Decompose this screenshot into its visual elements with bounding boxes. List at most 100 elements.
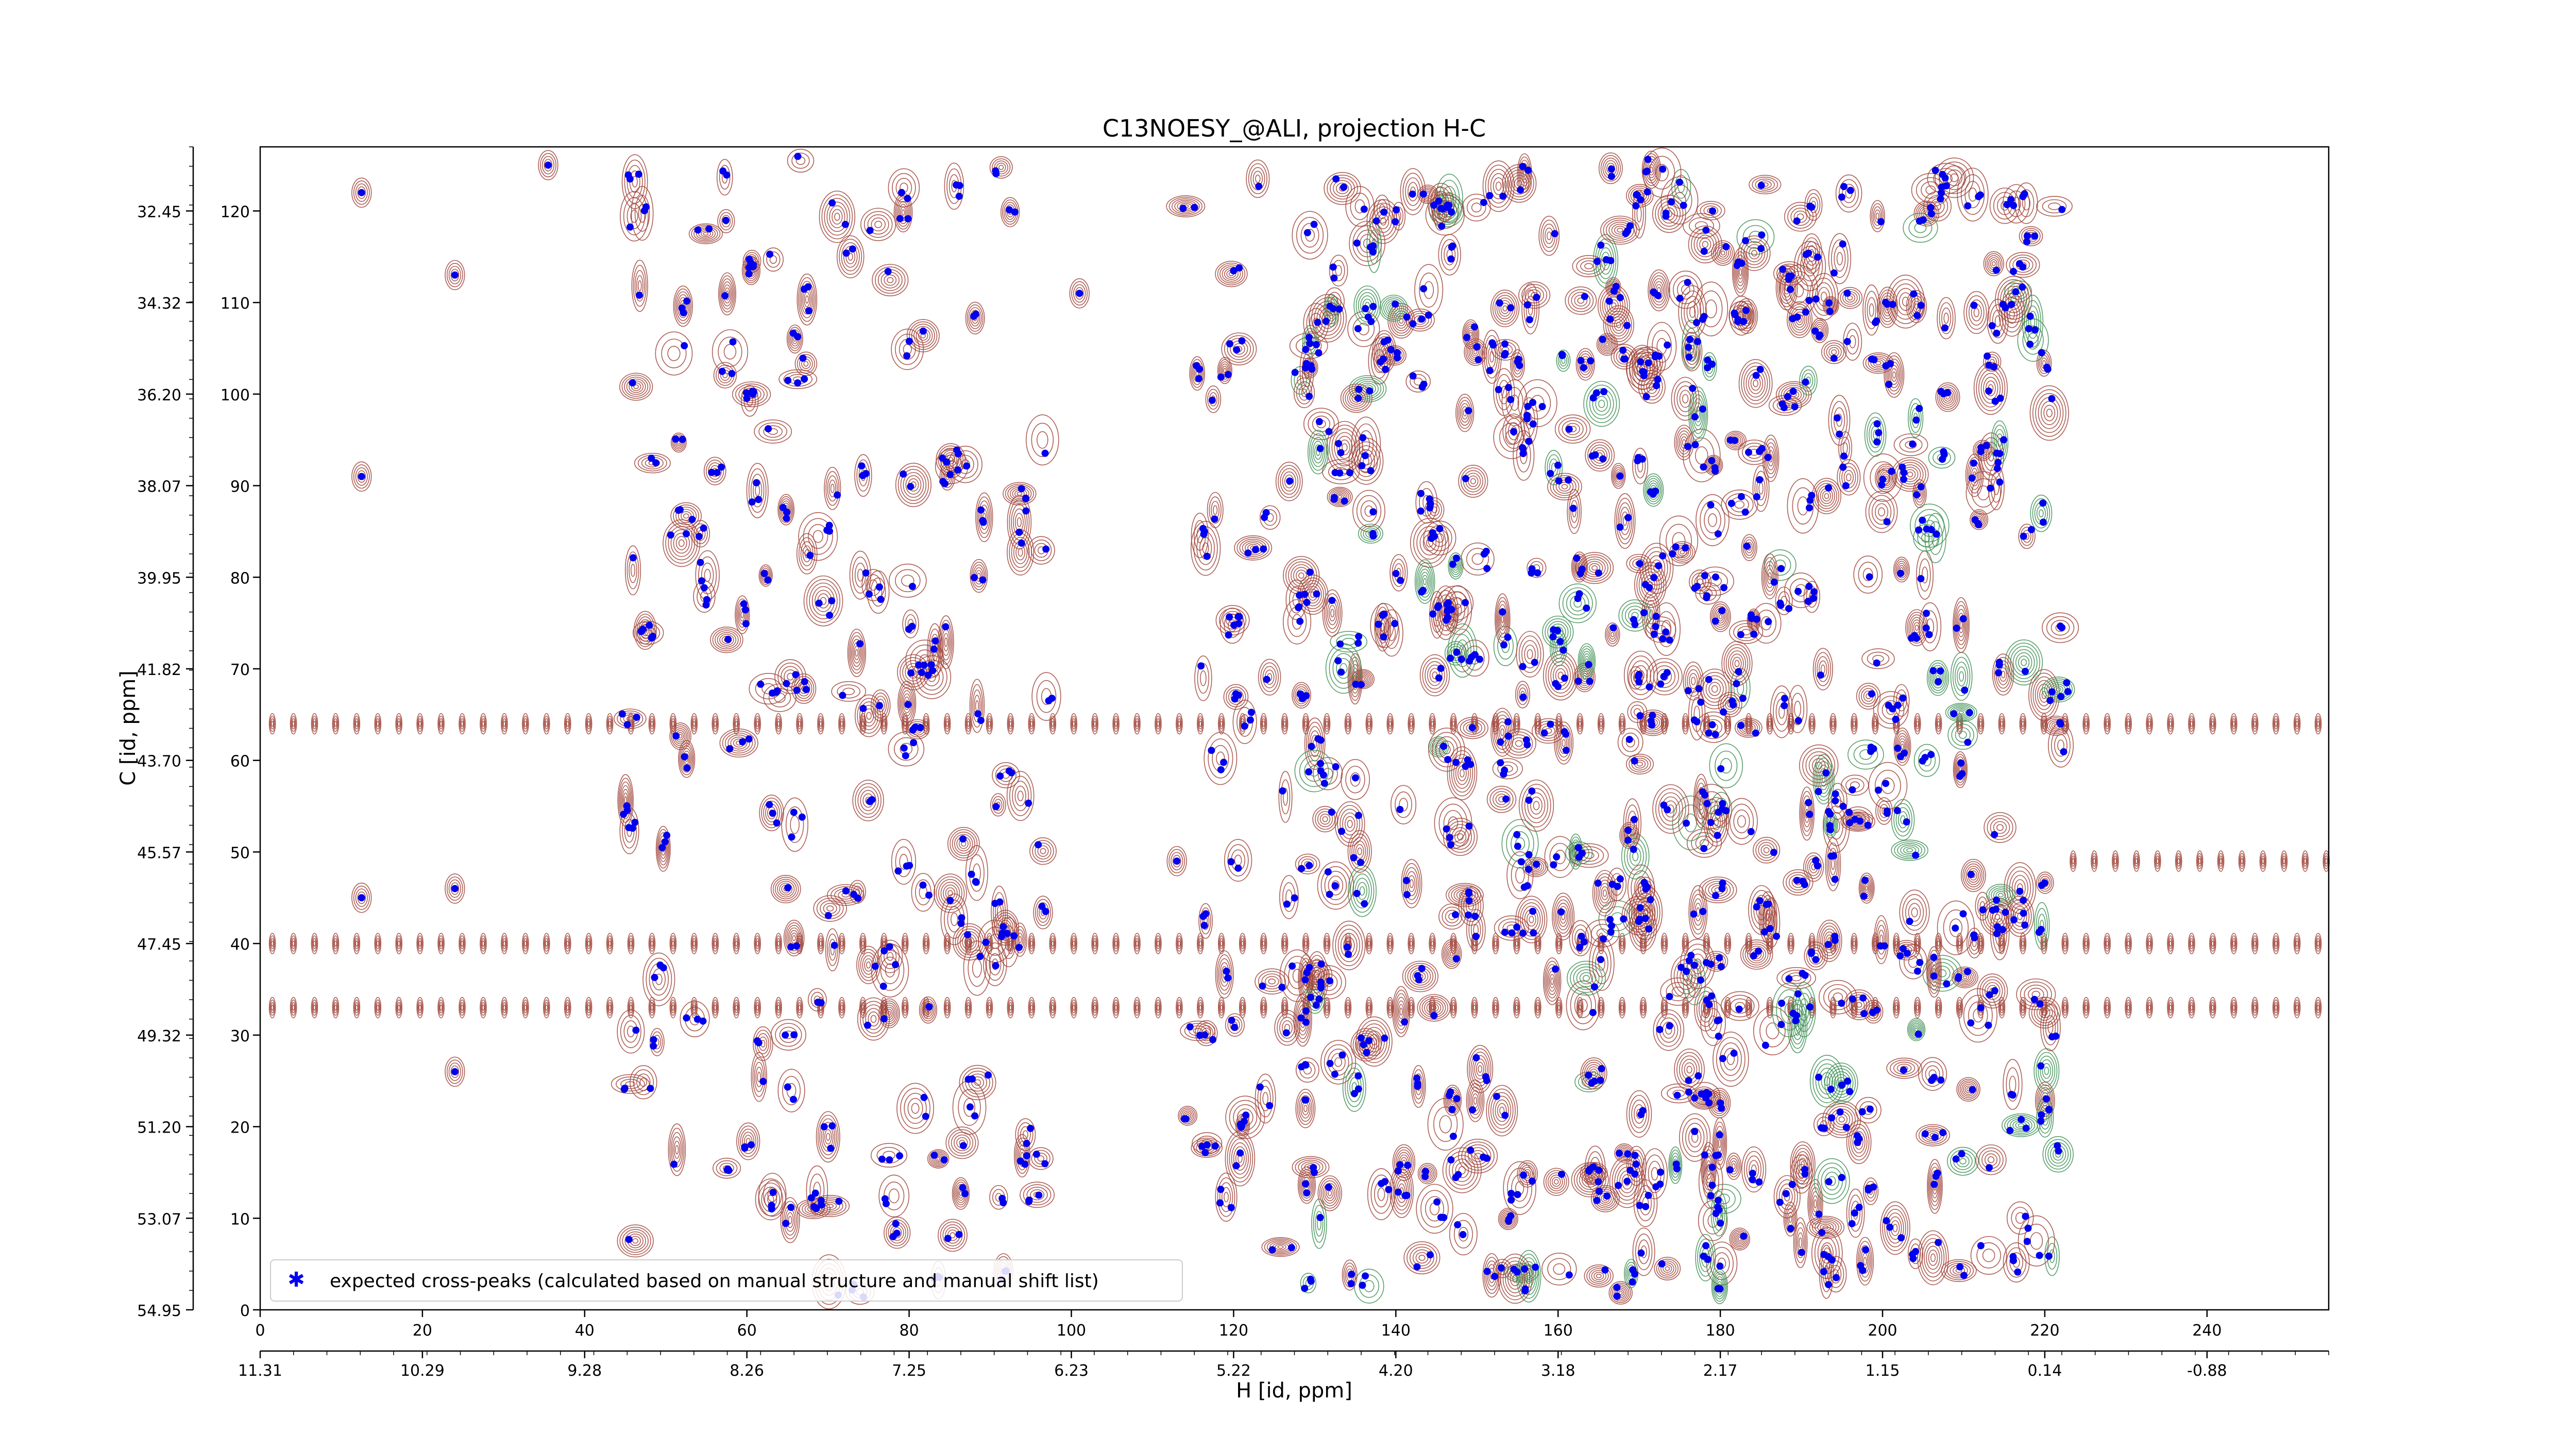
contour-ring — [585, 997, 592, 1019]
contour-ring — [2070, 850, 2077, 872]
contour-ring — [2190, 938, 2194, 949]
contour-ring — [545, 718, 549, 730]
artifact-peak — [522, 997, 529, 1019]
positive-contour-peak — [719, 728, 758, 758]
contour-ring — [397, 718, 401, 730]
contour-ring — [1177, 718, 1181, 730]
contour-ring — [1493, 935, 1499, 952]
contour-ring — [2315, 715, 2321, 732]
artifact-peak — [606, 933, 614, 954]
positive-contour-peak — [796, 273, 818, 326]
artifact-peak — [1049, 933, 1057, 954]
positive-contour-peak — [1543, 1168, 1569, 1196]
contour-ring — [2259, 850, 2267, 872]
contour-ring — [1241, 940, 1244, 947]
contour-ring — [746, 463, 769, 518]
artifact-peak — [1660, 933, 1668, 954]
artifact-peak — [943, 997, 951, 1019]
contour-ring — [1831, 858, 1835, 870]
contour-ring — [564, 933, 571, 954]
contour-ring — [1930, 1253, 1936, 1262]
contour-ring — [480, 715, 486, 732]
contour-ring — [2000, 1004, 2004, 1011]
contour-ring — [417, 715, 423, 732]
contour-ring — [1255, 174, 1261, 183]
contour-ring — [951, 912, 958, 926]
contour-ring — [1176, 933, 1183, 954]
artifact-peak — [1176, 713, 1183, 735]
contour-ring — [1462, 193, 1491, 222]
artifact-peak — [1492, 997, 1499, 1019]
contour-ring — [1576, 997, 1584, 1019]
contour-ring — [1136, 940, 1139, 947]
contour-ring — [376, 938, 380, 949]
contour-ring — [1281, 933, 1289, 954]
contour-ring — [854, 694, 884, 737]
contour-ring — [2147, 938, 2151, 949]
positive-contour-peak — [1204, 732, 1238, 785]
contour-ring — [1007, 713, 1014, 735]
contour-ring — [1347, 820, 1353, 829]
contour-ring — [416, 933, 423, 954]
contour-ring — [1611, 632, 1615, 637]
contour-ring — [631, 564, 636, 577]
contour-ring — [1367, 1004, 1371, 1011]
contour-ring — [2303, 855, 2308, 867]
contour-ring — [1304, 720, 1308, 727]
contour-ring — [585, 933, 592, 954]
contour-ring — [1366, 715, 1372, 732]
contour-ring — [332, 997, 340, 1019]
contour-ring — [1599, 1004, 1603, 1011]
artifact-peak — [1618, 997, 1626, 1019]
contour-ring — [1892, 371, 1896, 379]
negative-contour-peak — [1688, 386, 1708, 442]
contour-ring — [1429, 935, 1435, 952]
artifact-peak — [2175, 850, 2182, 872]
contour-ring — [2303, 858, 2307, 864]
contour-ring — [334, 1004, 337, 1011]
contour-ring — [501, 933, 508, 954]
contour-ring — [1017, 790, 1024, 802]
positive-contour-peak — [1215, 1172, 1238, 1222]
contour-ring — [1231, 1142, 1249, 1175]
contour-ring — [2084, 720, 2088, 727]
contour-ring — [417, 999, 423, 1016]
contour-ring — [1663, 1004, 1666, 1011]
contour-ring — [1217, 713, 1225, 735]
contour-ring — [354, 718, 359, 730]
contour-ring — [1874, 720, 1877, 727]
contour-ring — [269, 935, 275, 952]
contour-ring — [777, 1069, 805, 1112]
contour-ring — [1911, 907, 1918, 918]
contour-ring — [354, 1002, 359, 1014]
contour-ring — [2230, 713, 2238, 735]
contour-ring — [924, 940, 928, 947]
positive-contour-peak — [1441, 939, 1462, 969]
artifact-peak — [543, 997, 550, 1019]
positive-contour-peak — [969, 679, 985, 733]
contour-ring — [1937, 1004, 1940, 1011]
contour-ring — [1555, 933, 1563, 954]
artifact-peak — [2104, 933, 2111, 954]
contour-ring — [1853, 940, 1856, 947]
contour-ring — [2112, 850, 2119, 872]
contour-ring — [1830, 715, 1836, 732]
artifact-peak — [480, 997, 487, 1019]
contour-ring — [503, 1004, 506, 1011]
contour-ring — [524, 720, 527, 727]
artifact-peak — [1007, 713, 1014, 735]
contour-ring — [936, 1157, 940, 1161]
contour-ring — [1388, 938, 1393, 949]
contour-ring — [333, 935, 338, 952]
contour-ring — [353, 997, 361, 1019]
contour-ring — [2082, 933, 2090, 954]
contour-ring — [1199, 720, 1202, 727]
contour-ring — [1219, 718, 1224, 730]
contour-ring — [1346, 718, 1350, 730]
contour-ring — [374, 713, 382, 735]
contour-ring — [821, 194, 853, 240]
contour-ring — [2019, 713, 2027, 735]
artifact-peak — [733, 997, 740, 1019]
contour-ring — [1051, 720, 1055, 727]
positive-contour-peak — [1438, 234, 1461, 276]
